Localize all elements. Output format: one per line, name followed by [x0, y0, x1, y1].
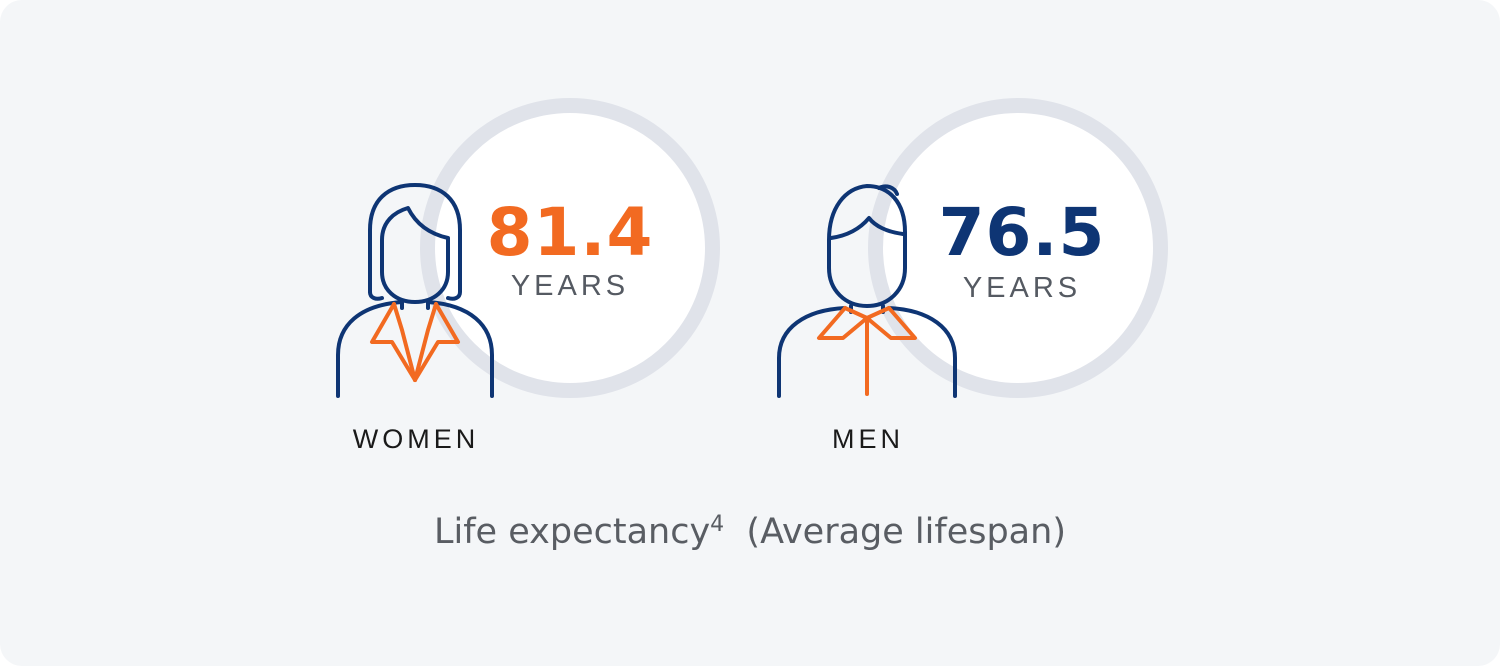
man-icon [777, 184, 957, 398]
women-label: WOMEN [352, 424, 480, 454]
woman-icon [336, 183, 494, 398]
men-years-unit: YEARS [962, 272, 1082, 304]
men-label: MEN [832, 424, 904, 454]
caption-main: Life expectancy [434, 512, 711, 552]
caption-superscript: 4 [710, 512, 725, 537]
men-life-expectancy-value: 76.5 [938, 194, 1106, 271]
women-years-unit: YEARS [510, 270, 630, 302]
caption: Life expectancy4 (Average lifespan) [0, 512, 1500, 552]
women-life-expectancy-value: 81.4 [486, 194, 654, 271]
caption-sub: (Average lifespan) [746, 512, 1066, 552]
